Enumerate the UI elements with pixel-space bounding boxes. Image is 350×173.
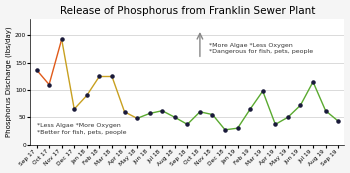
Point <box>34 69 39 71</box>
Point <box>71 108 77 111</box>
Text: *More Algae *Less Oxygen
*Dangerous for fish, pets, people: *More Algae *Less Oxygen *Dangerous for … <box>209 43 314 54</box>
Point <box>273 123 278 126</box>
Point <box>172 116 177 119</box>
Point <box>310 80 316 83</box>
Point <box>335 120 341 122</box>
Point <box>147 112 153 115</box>
Point <box>323 109 328 112</box>
Y-axis label: Phosphorus Discharge (lbs/day): Phosphorus Discharge (lbs/day) <box>6 26 12 137</box>
Point <box>222 128 228 131</box>
Point <box>159 109 165 112</box>
Point <box>184 123 190 126</box>
Point <box>235 127 240 130</box>
Point <box>109 75 115 78</box>
Title: Release of Phosphorus from Franklin Sewer Plant: Release of Phosphorus from Franklin Sewe… <box>60 6 315 16</box>
Point <box>84 94 90 97</box>
Point <box>285 116 291 119</box>
Point <box>247 108 253 111</box>
Point <box>210 113 215 116</box>
Point <box>197 110 203 113</box>
Point <box>59 38 64 41</box>
Point <box>46 83 52 86</box>
Point <box>134 117 140 120</box>
Point <box>97 75 102 78</box>
Point <box>260 90 266 93</box>
Point <box>298 104 303 107</box>
Text: *Less Algae *More Oxygen
*Better for fish, pets, people: *Less Algae *More Oxygen *Better for fis… <box>36 123 126 134</box>
Point <box>122 110 127 113</box>
